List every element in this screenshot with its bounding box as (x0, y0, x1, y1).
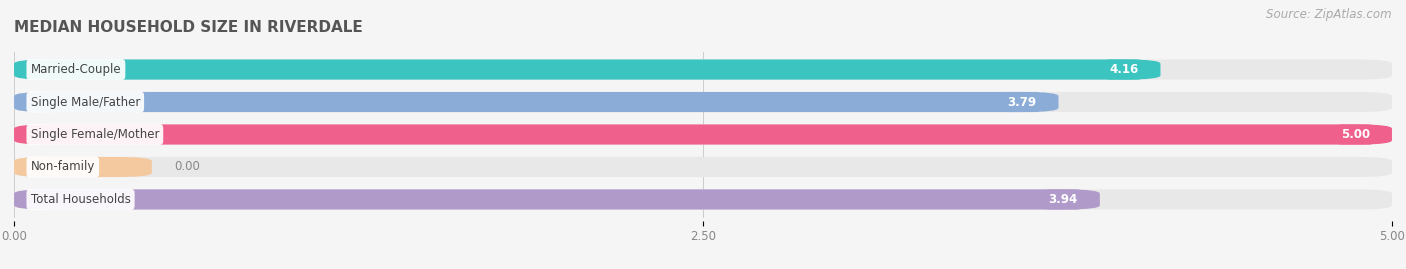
Text: 3.94: 3.94 (1049, 193, 1078, 206)
Text: MEDIAN HOUSEHOLD SIZE IN RIVERDALE: MEDIAN HOUSEHOLD SIZE IN RIVERDALE (14, 20, 363, 35)
FancyBboxPatch shape (14, 125, 1392, 144)
FancyBboxPatch shape (14, 189, 1392, 210)
Text: Single Male/Father: Single Male/Father (31, 95, 141, 108)
Text: Married-Couple: Married-Couple (31, 63, 121, 76)
FancyBboxPatch shape (14, 157, 152, 177)
Text: 5.00: 5.00 (1341, 128, 1369, 141)
Text: Single Female/Mother: Single Female/Mother (31, 128, 159, 141)
FancyBboxPatch shape (14, 125, 1392, 144)
FancyBboxPatch shape (14, 59, 1160, 80)
Text: 0.00: 0.00 (174, 161, 200, 174)
FancyBboxPatch shape (14, 189, 1099, 210)
Text: Non-family: Non-family (31, 161, 96, 174)
FancyBboxPatch shape (14, 59, 1392, 80)
FancyBboxPatch shape (14, 157, 1392, 177)
Text: Source: ZipAtlas.com: Source: ZipAtlas.com (1267, 8, 1392, 21)
Text: Total Households: Total Households (31, 193, 131, 206)
Text: 4.16: 4.16 (1109, 63, 1139, 76)
FancyBboxPatch shape (14, 92, 1059, 112)
FancyBboxPatch shape (14, 92, 1392, 112)
Text: 3.79: 3.79 (1007, 95, 1036, 108)
